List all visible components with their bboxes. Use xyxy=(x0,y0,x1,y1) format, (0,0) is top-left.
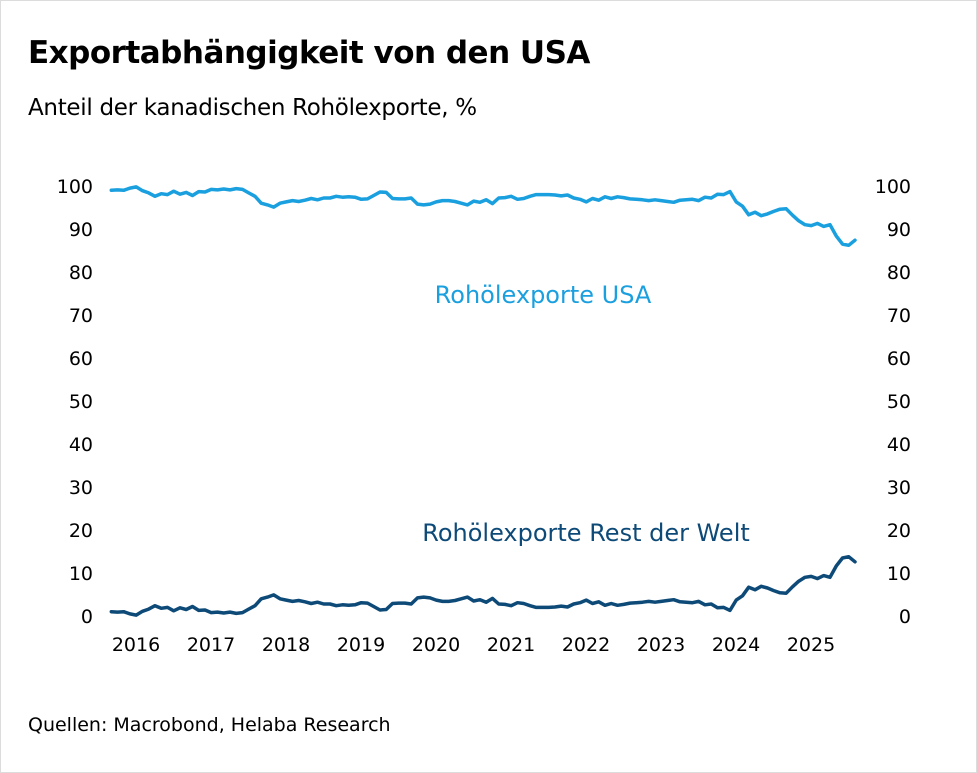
x-axis: 2016 2017 2018 2019 2020 2021 2022 2023 2024 2025 xyxy=(112,634,835,656)
y-tick-left: 90 xyxy=(69,219,93,241)
y-tick-left: 30 xyxy=(69,477,93,499)
series-line-rest-of-world xyxy=(109,554,857,617)
y-tick-right: 30 xyxy=(887,477,911,499)
series-line-usa xyxy=(109,185,857,248)
y-axis-right: 0 10 20 30 40 50 60 70 80 90 100 xyxy=(875,176,911,628)
y-tick-right: 0 xyxy=(899,606,911,628)
y-tick-right: 100 xyxy=(875,176,911,198)
y-tick-left: 20 xyxy=(69,520,93,542)
y-tick-left: 0 xyxy=(81,606,93,628)
y-tick-right: 40 xyxy=(887,434,911,456)
y-tick-right: 70 xyxy=(887,305,911,327)
source-note: Quellen: Macrobond, Helaba Research xyxy=(28,714,391,736)
y-tick-left: 80 xyxy=(69,262,93,284)
y-axis-left: 0 10 20 30 40 50 60 70 80 90 100 xyxy=(57,176,93,628)
y-tick-right: 90 xyxy=(887,219,911,241)
x-tick: 2022 xyxy=(562,634,610,656)
y-tick-right: 60 xyxy=(887,348,911,370)
x-tick: 2020 xyxy=(412,634,460,656)
x-tick: 2019 xyxy=(337,634,385,656)
x-tick: 2025 xyxy=(787,634,835,656)
series-label-usa: Rohölexporte USA xyxy=(435,281,652,309)
y-tick-left: 70 xyxy=(69,305,93,327)
chart-subtitle: Anteil der kanadischen Rohölexporte, % xyxy=(28,95,477,121)
y-tick-left: 40 xyxy=(69,434,93,456)
y-tick-left: 60 xyxy=(69,348,93,370)
y-tick-left: 100 xyxy=(57,176,93,198)
chart-title: Exportabhängigkeit von den USA xyxy=(28,35,590,71)
x-tick: 2021 xyxy=(487,634,535,656)
series-label-rest-of-world: Rohölexporte Rest der Welt xyxy=(422,519,750,547)
x-tick: 2017 xyxy=(187,634,235,656)
y-tick-left: 10 xyxy=(69,563,93,585)
y-tick-right: 20 xyxy=(887,520,911,542)
y-tick-right: 10 xyxy=(887,563,911,585)
x-tick: 2024 xyxy=(712,634,760,656)
x-tick: 2023 xyxy=(637,634,685,656)
y-tick-right: 80 xyxy=(887,262,911,284)
x-tick: 2018 xyxy=(262,634,310,656)
y-tick-left: 50 xyxy=(69,391,93,413)
y-tick-right: 50 xyxy=(887,391,911,413)
x-tick: 2016 xyxy=(112,634,160,656)
series-lines xyxy=(109,185,857,617)
